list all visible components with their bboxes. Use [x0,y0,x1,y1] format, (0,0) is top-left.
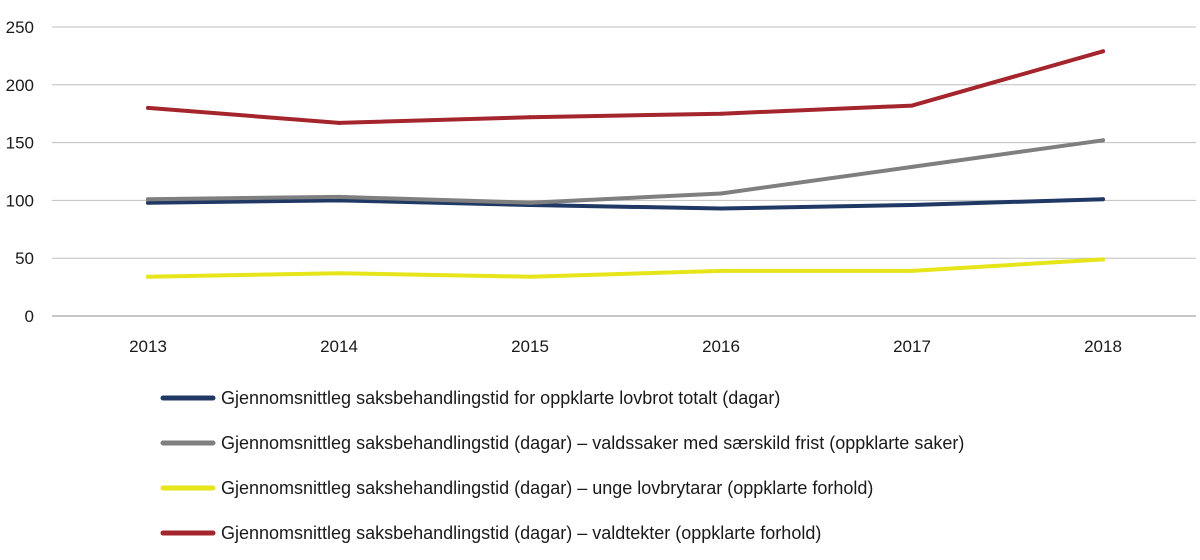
data-point [146,200,150,205]
legend-item-3: Gjennomsnittleg sakshehandlingstid (daga… [160,478,873,498]
x-tick-label: 2017 [893,337,931,356]
y-tick-label: 100 [6,191,34,210]
axes: 0 50 100 150 200 250 2013 2014 2015 2016 2017 2018 [6,18,1196,356]
x-tick-label: 2016 [702,337,740,356]
x-tick-label: 2013 [129,337,167,356]
data-point [1101,257,1105,262]
y-tick-label: 150 [6,134,34,153]
data-point [337,120,341,125]
data-point [146,274,150,279]
series-line-3 [146,257,1105,279]
data-point [146,105,150,110]
x-tick-label: 2014 [320,337,358,356]
data-point [910,203,914,208]
data-point [146,197,150,202]
series-line-1 [146,197,1105,211]
legend-label: Gjennomsnittleg saksbehandlingstid (daga… [221,433,964,453]
data-point [910,164,914,169]
data-point [719,191,723,196]
data-point [528,274,532,279]
data-point [528,200,532,205]
y-tick-label: 250 [6,18,34,37]
data-point [337,198,341,203]
x-tick-label: 2018 [1084,337,1122,356]
data-point [910,103,914,108]
data-point [719,206,723,211]
series-line-2 [146,138,1105,205]
legend-item-4: Gjennomsnittleg saksbehandlingstid (daga… [160,523,821,543]
y-tick-label: 50 [15,249,34,268]
series-lines [146,49,1105,279]
legend-item-2: Gjennomsnittleg saksbehandlingstid (daga… [160,433,964,453]
data-point [337,194,341,199]
y-tick-label: 200 [6,76,34,95]
data-point [910,268,914,273]
legend: Gjennomsnittleg saksbehandlingstid for o… [160,388,964,543]
data-point [719,111,723,116]
data-point [337,271,341,276]
series-line-4 [146,49,1105,125]
data-point [1101,138,1105,143]
data-point [528,115,532,120]
gridlines [52,26,1196,259]
data-point [719,268,723,273]
legend-label: Gjennomsnittleg saksbehandlingstid for o… [221,388,780,408]
data-point [1101,197,1105,202]
y-tick-label: 0 [25,307,34,326]
legend-item-1: Gjennomsnittleg saksbehandlingstid for o… [160,388,780,408]
x-tick-label: 2015 [511,337,549,356]
data-point [1101,49,1105,54]
legend-label: Gjennomsnittleg saksbehandlingstid (daga… [221,523,821,543]
legend-label: Gjennomsnittleg sakshehandlingstid (daga… [221,478,873,498]
